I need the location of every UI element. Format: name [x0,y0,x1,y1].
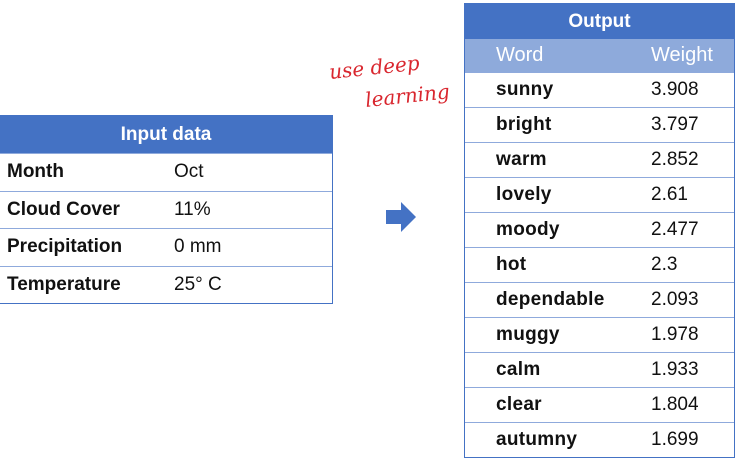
word-cell: sunny [496,79,554,100]
output-row: dependable 2.093 [465,282,734,317]
annotation-line-2: learning [364,79,451,112]
input-row-cloud-cover: Cloud Cover 11% [0,190,332,229]
word-cell: calm [496,359,541,380]
input-row-temperature: Temperature 25° C [0,265,332,304]
input-value: 25° C [174,273,222,295]
word-cell: bright [496,114,552,135]
output-row: muggy 1.978 [465,317,734,352]
output-row: bright 3.797 [465,107,734,142]
output-row: moody 2.477 [465,212,734,247]
input-table-title: Input data [0,116,332,153]
output-row: lovely 2.61 [465,177,734,212]
annotation-line-1: use deep [328,55,421,84]
output-row: calm 1.933 [465,352,734,387]
weight-cell: 2.3 [651,254,678,275]
output-row: hot 2.3 [465,247,734,282]
weight-cell: 2.477 [651,219,699,240]
weight-cell: 2.093 [651,289,699,310]
output-row: clear 1.804 [465,387,734,422]
input-label: Precipitation [7,236,123,258]
weight-cell: 1.699 [651,429,699,450]
word-cell: lovely [496,184,552,205]
weight-cell: 1.804 [651,394,699,415]
word-cell: warm [496,149,547,170]
column-header-word: Word [496,44,544,66]
weight-cell: 3.797 [651,114,699,135]
input-value: 0 mm [174,236,222,258]
weight-cell: 2.61 [651,184,688,205]
output-column-headers: Word Weight [465,39,734,72]
right-arrow-icon [385,200,417,234]
word-cell: clear [496,394,542,415]
weight-cell: 3.908 [651,79,699,100]
word-cell: dependable [496,289,605,310]
word-cell: moody [496,219,560,240]
weight-cell: 1.933 [651,359,699,380]
input-row-month: Month Oct [0,153,332,191]
word-cell: muggy [496,324,560,345]
output-row: sunny 3.908 [465,72,734,107]
output-table-title: Output [465,4,734,39]
input-value: 11% [174,198,211,220]
input-value: Oct [174,161,204,183]
output-table: Output Word Weight sunny 3.908 bright 3.… [464,3,735,458]
input-label: Temperature [7,273,121,295]
word-cell: autumny [496,429,578,450]
output-row: warm 2.852 [465,142,734,177]
input-label: Cloud Cover [7,198,120,220]
input-data-table: Input data Month Oct Cloud Cover 11% Pre… [0,115,333,304]
word-cell: hot [496,254,527,275]
input-label: Month [7,161,64,183]
handwritten-annotation: use deep learning [326,55,451,125]
output-row: autumny 1.699 [465,422,734,457]
input-row-precipitation: Precipitation 0 mm [0,228,332,266]
weight-cell: 1.978 [651,324,699,345]
weight-cell: 2.852 [651,149,699,170]
column-header-weight: Weight [651,44,713,66]
